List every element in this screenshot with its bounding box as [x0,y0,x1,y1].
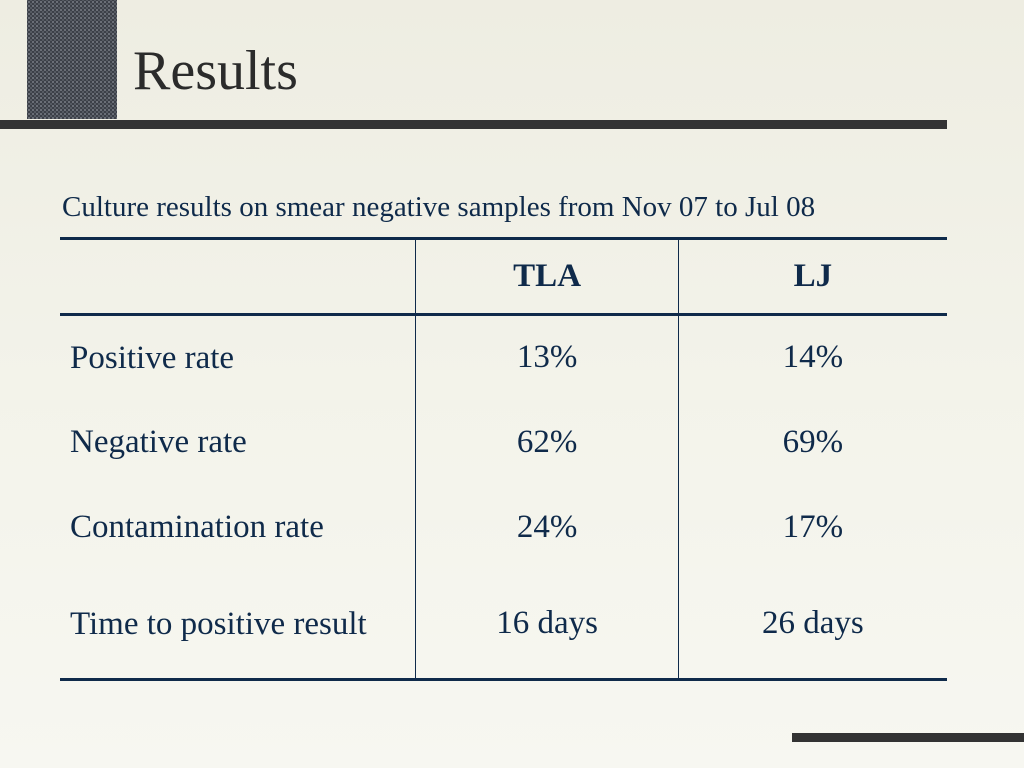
tla-value: 62% [415,399,679,485]
table-row: Contamination rate 24% 17% [60,484,947,570]
row-label: Positive rate [70,339,235,376]
table-row: Positive rate 13% 14% [60,314,947,400]
table-row: Time to positive result 16 days 26 days [60,569,947,681]
table-row: Negative rate 62% 69% [60,399,947,485]
table-header-row: TLA LJ [60,237,947,316]
lj-value: 17% [782,508,844,545]
slide-title: Results [133,40,298,102]
tla-value: 13% [415,314,679,400]
row-label: Negative rate [70,424,247,460]
results-table: TLA LJ Positive rate 13% 14% Negative ra… [60,237,947,681]
tla-value: 24% [415,484,679,570]
header-lj: LJ [678,237,947,316]
row-label: Contamination rate [70,509,324,545]
lj-value: 14% [782,339,844,376]
lj-value: 69% [782,423,844,460]
header-tla: TLA [415,237,679,316]
title-underline [0,120,947,129]
row-label: Time to positive result [60,569,416,681]
table-caption: Culture results on smear negative sample… [62,191,816,223]
tla-value: 16 days [415,569,679,681]
lj-value: 26 days [678,569,947,681]
bottom-decoration-rule [792,733,1024,742]
corner-decoration [27,0,117,119]
header-empty-cell [60,237,416,316]
